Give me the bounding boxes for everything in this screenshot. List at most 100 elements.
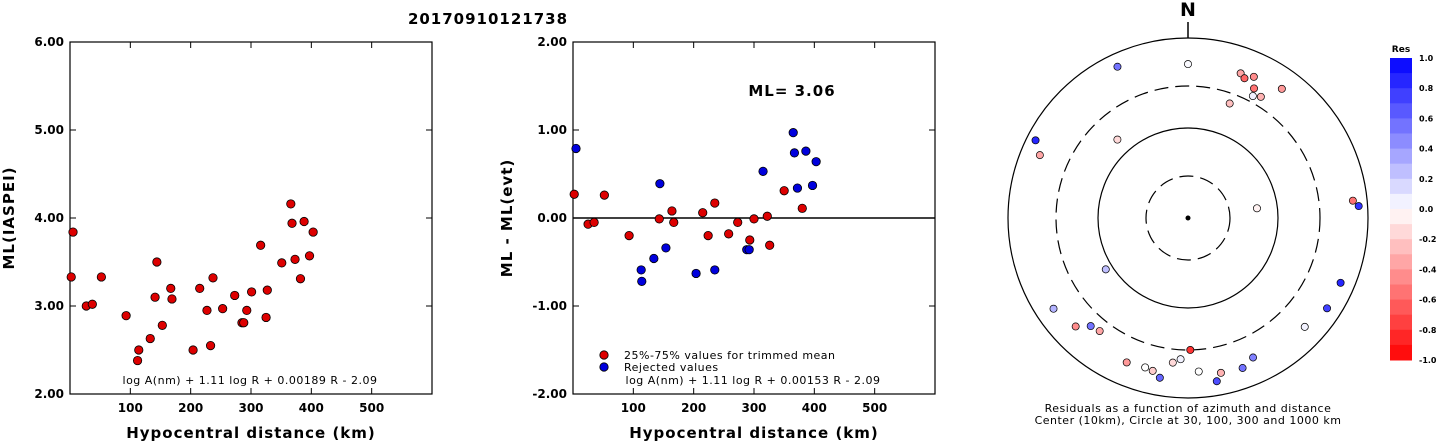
polar-point — [1212, 377, 1221, 386]
polar-point — [1336, 278, 1345, 287]
polar-point — [1035, 151, 1044, 160]
colorbar-tick-label: 0.8 — [1419, 84, 1434, 93]
polar-point — [1086, 322, 1095, 331]
x-tick-label: 200 — [681, 401, 706, 415]
polar-point — [1071, 322, 1080, 331]
colorbar-cell — [1390, 299, 1412, 316]
polar-point — [1049, 304, 1058, 313]
data-point — [698, 208, 708, 218]
data-point — [749, 214, 759, 224]
polar-point — [1300, 322, 1309, 331]
data-point — [691, 268, 701, 279]
colorbar-cell — [1390, 148, 1412, 165]
polar-point — [1348, 196, 1357, 205]
data-point — [304, 251, 315, 261]
data-point — [762, 211, 772, 221]
data-point — [655, 179, 665, 189]
colorbar-cell — [1390, 193, 1412, 210]
colorbar-tick-label: -0.4 — [1419, 265, 1437, 274]
data-point — [569, 189, 579, 199]
data-point — [669, 217, 679, 227]
panel2-legend: 25%-75% values for trimmed mean Rejected… — [599, 349, 835, 374]
data-point — [188, 345, 198, 355]
colorbar-cell — [1390, 58, 1412, 74]
colorbar-cell — [1390, 118, 1412, 134]
x-tick-label: 300 — [741, 401, 766, 415]
polar-points — [1031, 60, 1363, 386]
data-point — [779, 186, 789, 196]
data-point — [230, 290, 240, 301]
data-point — [589, 217, 599, 227]
panel1-points — [66, 199, 318, 366]
residual-colorbar: Res 1.0 0.8 0.6 0.4 0.2 0.0 -0.2 -0.4 -0.6 -0.8 -1… — [1390, 45, 1437, 365]
panel2-y-ticks: -2.00 -1.00 0.00 1.00 2.00 — [532, 35, 935, 401]
ml-vs-distance-panel: 100 200 300 400 500 2.00 3.00 4.00 5.00 6.00 Hyp… — [0, 35, 433, 441]
data-point — [96, 272, 106, 282]
colorbar-tick-label: 0.0 — [1419, 205, 1434, 214]
polar-point — [1240, 74, 1249, 83]
polar-point — [1148, 366, 1157, 375]
data-point — [636, 265, 646, 275]
polar-point — [1216, 368, 1225, 377]
colorbar-tick-label: 1.0 — [1419, 54, 1434, 63]
data-point — [654, 214, 664, 224]
polar-point — [1113, 135, 1122, 144]
data-point — [649, 253, 659, 264]
y-tick-label: 0.00 — [537, 211, 567, 225]
x-tick-label: 500 — [862, 401, 887, 415]
data-point — [789, 148, 800, 158]
polar-point — [1031, 136, 1040, 145]
polar-point — [1095, 327, 1104, 336]
data-point — [134, 345, 144, 355]
polar-point — [1113, 62, 1122, 71]
data-point — [277, 258, 287, 268]
y-tick-label: 2.00 — [537, 35, 567, 49]
panel2-x-label: Hypocentral distance (km) — [629, 424, 879, 441]
polar-point — [1256, 92, 1265, 101]
data-point — [286, 199, 296, 209]
colorbar-cell — [1390, 178, 1412, 195]
legend-label-rejected: Rejected values — [624, 361, 719, 374]
y-tick-label: 4.00 — [34, 211, 64, 225]
data-point — [287, 218, 297, 228]
panel2-y-label: ML - ML(evt) — [498, 159, 516, 277]
colorbar-cell — [1390, 314, 1412, 331]
colorbar-tick-label: 0.6 — [1419, 114, 1434, 123]
circle-30km — [1145, 175, 1231, 261]
panel1-formula: log A(nm) + 1.11 log R + 0.00189 R - 2.0… — [123, 374, 378, 387]
x-tick-label: 100 — [118, 401, 143, 415]
x-tick-label: 400 — [299, 401, 324, 415]
polar-point — [1277, 84, 1286, 93]
panel2-formula: log A(nm) + 1.11 log R + 0.00153 R - 2.0… — [626, 374, 881, 387]
data-point — [667, 206, 677, 216]
polar-caption-line1: Residuals as a function of azimuth and d… — [1045, 402, 1332, 415]
y-tick-label: 3.00 — [34, 299, 64, 313]
polar-point — [1253, 204, 1261, 213]
polar-point — [1323, 304, 1331, 313]
y-tick-label: -1.00 — [532, 299, 567, 313]
colorbar-cell — [1390, 224, 1412, 240]
residual-vs-distance-panel: 100 200 300 400 500 -2.00 -1.00 0.00 1.00 2.00 M… — [498, 35, 936, 441]
data-point — [637, 276, 647, 286]
data-point — [239, 318, 249, 328]
data-point — [710, 265, 720, 275]
data-point — [247, 287, 257, 297]
data-point — [205, 340, 216, 351]
data-point — [599, 190, 609, 200]
ml-annotation: ML= 3.06 — [748, 82, 835, 100]
data-point — [765, 240, 775, 250]
circle-100km — [1097, 127, 1279, 309]
polar-point — [1194, 367, 1203, 376]
data-point — [811, 157, 821, 167]
panel2-x-ticks: 100 200 300 400 500 — [621, 42, 887, 415]
colorbar-cell — [1390, 329, 1412, 346]
data-point — [150, 292, 160, 302]
polar-point — [1168, 358, 1177, 367]
colorbar-tick-label: -0.6 — [1419, 296, 1437, 305]
panel2-points — [569, 128, 821, 286]
colorbar-cell — [1390, 133, 1412, 150]
data-point — [157, 320, 167, 330]
y-tick-label: -2.00 — [532, 387, 567, 401]
colorbar-cell — [1390, 209, 1412, 225]
